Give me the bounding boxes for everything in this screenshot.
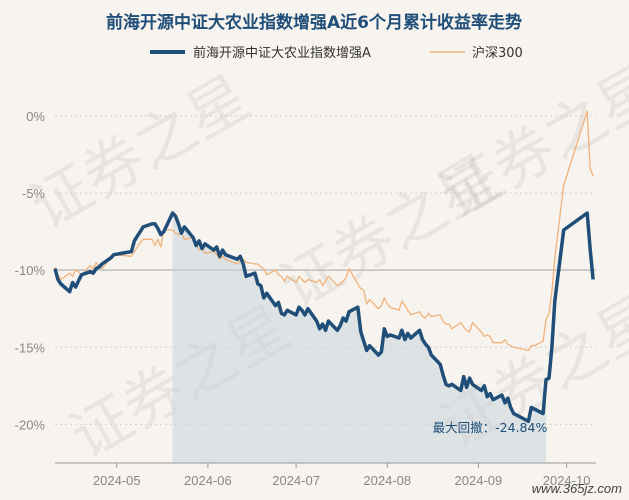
legend: 前海开源中证大农业指数增强A 沪深300 [150,45,523,61]
x-tick-label-1: 2024-06 [184,473,232,488]
x-tick-label-4: 2024-09 [455,473,503,488]
y-axis: 0% -5% -10% -15% -20% [15,109,46,433]
series-line-hs300 [54,110,594,352]
y-tick-label-4: -20% [15,417,46,432]
drawdown-shade [172,213,547,463]
watermark-text-3: 证券之星 [429,52,629,233]
x-tick-label-0: 2024-05 [93,473,141,488]
x-tick-label-2: 2024-07 [272,473,320,488]
legend-label-fund: 前海开源中证大农业指数增强A [193,45,371,61]
drawdown-area [172,213,547,463]
series-line-fund [53,211,595,424]
chart-title: 前海开源中证大农业指数增强A近6个月累计收益率走势 [106,12,522,33]
y-tick-label-1: -5% [22,186,46,201]
legend-label-index: 沪深300 [472,45,523,61]
watermark-text-0: 证券之星 [19,62,262,243]
y-tick-label-2: -10% [15,263,46,278]
y-tick-label-3: -15% [15,340,46,355]
x-tick-label-5: 2024-10 [543,473,591,488]
series [53,110,595,424]
x-axis: 2024-05 2024-06 2024-07 2024-08 2024-09 2024-… [55,462,596,488]
site-watermark: www.365jz.com [532,481,622,496]
x-tick-label-3: 2024-08 [363,473,411,488]
y-tick-label-0: 0% [26,109,45,124]
max-drawdown-annotation: 最大回撤：-24.84% [433,420,548,435]
